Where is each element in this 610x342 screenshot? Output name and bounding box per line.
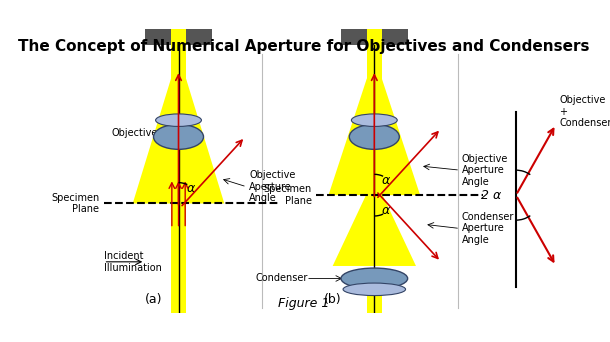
Polygon shape [332, 195, 416, 266]
Text: Specimen
Plane: Specimen Plane [264, 184, 312, 206]
Text: Objective: Objective [112, 128, 161, 138]
Text: (a): (a) [145, 293, 162, 306]
FancyBboxPatch shape [145, 0, 212, 45]
Text: Objective
+
Condenser: Objective + Condenser [559, 95, 610, 129]
Ellipse shape [351, 114, 397, 127]
FancyBboxPatch shape [171, 28, 186, 79]
Ellipse shape [343, 283, 406, 295]
FancyBboxPatch shape [367, 28, 382, 79]
FancyBboxPatch shape [367, 272, 382, 314]
Ellipse shape [341, 268, 407, 289]
Text: α: α [187, 182, 195, 195]
Text: (b): (b) [324, 293, 342, 306]
Text: α: α [382, 174, 390, 187]
Polygon shape [329, 79, 420, 195]
FancyBboxPatch shape [341, 0, 407, 45]
Text: Condenser
Aperture
Angle: Condenser Aperture Angle [462, 212, 514, 245]
Ellipse shape [350, 124, 400, 149]
Polygon shape [133, 79, 224, 203]
Text: Objective
Aperture
Angle: Objective Aperture Angle [462, 154, 508, 187]
Text: Specimen
Plane: Specimen Plane [51, 193, 99, 214]
Text: α: α [382, 203, 390, 217]
FancyBboxPatch shape [171, 139, 186, 314]
Ellipse shape [156, 114, 201, 127]
Text: Incident
Illumination: Incident Illumination [104, 251, 162, 273]
Ellipse shape [154, 124, 204, 149]
Text: Condenser: Condenser [255, 274, 307, 284]
Text: 2 α: 2 α [481, 189, 501, 202]
Text: Figure 1: Figure 1 [278, 297, 329, 310]
Text: Objective
Aperture
Angle: Objective Aperture Angle [249, 170, 296, 203]
Text: The Concept of Numerical Aperture for Objectives and Condensers: The Concept of Numerical Aperture for Ob… [18, 39, 589, 54]
